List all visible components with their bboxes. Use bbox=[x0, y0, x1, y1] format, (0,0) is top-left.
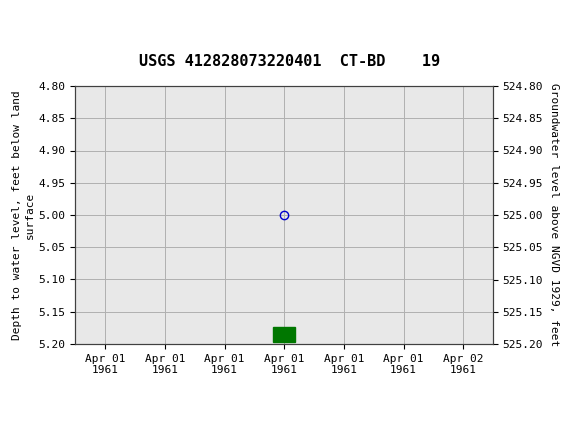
Y-axis label: Depth to water level, feet below land
surface: Depth to water level, feet below land su… bbox=[12, 90, 35, 340]
Bar bbox=[273, 327, 295, 342]
Legend: Period of approved data: Period of approved data bbox=[187, 428, 382, 430]
Text: ≡USGS: ≡USGS bbox=[9, 11, 67, 30]
Text: USGS 412828073220401  CT-BD    19: USGS 412828073220401 CT-BD 19 bbox=[139, 54, 441, 69]
Y-axis label: Groundwater level above NGVD 1929, feet: Groundwater level above NGVD 1929, feet bbox=[549, 83, 559, 347]
